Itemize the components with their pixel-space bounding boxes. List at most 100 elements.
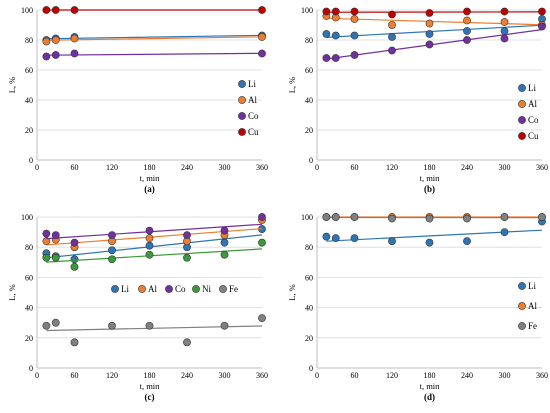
x-tick-label: 60 [351,163,359,172]
data-point-al [500,18,509,26]
data-point-fe [322,213,331,221]
data-point-ni [51,253,60,262]
data-point-cu [42,6,51,14]
trendline-al [326,17,543,26]
panel-label: (a) [144,184,155,194]
data-point-fe [42,321,51,330]
legend-label-al: Al [528,301,537,311]
data-point-li [388,237,396,246]
data-point-co [500,34,509,43]
data-point-al [42,237,51,246]
x-axis-label: t, min [420,173,441,183]
legend-marker-fe [518,322,526,330]
x-tick-label: 120 [386,163,398,172]
trendline-co [326,29,543,60]
chart-panel-a: 0 20 40 60 80 100 0 60 120 180 240 300 360 t, min L, %… [7,6,268,194]
data-point-co [145,226,154,235]
data-point-li [500,27,509,35]
y-tick-label: 60 [305,273,313,282]
data-point-fe [51,318,60,327]
legend-label-al: Al [528,99,537,109]
legend-label-li: Li [528,281,536,291]
y-tick-label: 100 [301,213,313,222]
chart-panel-b: 0 20 40 60 80 100 0 60 120 180 240 300 360 t, min L, %… [287,6,548,194]
y-tick-label: 20 [25,334,33,343]
y-axis-label: L, % [287,284,297,301]
data-point-li [350,31,359,40]
data-point-co [42,52,51,61]
data-point-co [51,231,60,240]
data-point-li [388,33,396,41]
data-point-al [388,21,396,29]
trendline-co [46,52,263,56]
data-point-cu [500,7,509,16]
legend-marker-al [518,100,526,108]
trendline-li [46,234,263,259]
legend-label-co: Co [175,284,186,294]
x-tick-label: 180 [144,163,156,172]
legend-label-fe: Fe [528,321,537,331]
x-tick-label: 360 [536,371,548,380]
data-point-li [322,30,331,38]
x-tick-label: 300 [499,163,511,172]
legend-label-ni: Ni [202,284,211,294]
x-tick-label: 240 [461,371,473,380]
data-point-cu [331,7,340,16]
legend-marker-co [165,285,173,293]
x-tick-label: 60 [71,163,79,172]
data-point-cu [538,7,546,16]
x-tick-label: 180 [424,371,436,380]
chart-panel-c: 0 20 40 60 80 100 0 60 120 180 240 300 360 t, min L, %… [7,213,268,402]
x-tick-label: 240 [181,371,193,380]
y-tick-label: 80 [25,243,33,252]
data-point-li [500,228,509,236]
data-point-fe [350,213,359,221]
x-tick-label: 120 [106,371,118,380]
trendline-ni [46,248,263,263]
x-tick-label: 60 [351,371,359,380]
trendline-li [326,229,543,242]
data-point-co [322,54,331,62]
data-point-ni [108,255,116,264]
data-point-co [425,40,434,49]
data-point-cu [463,7,471,16]
y-tick-label: 20 [25,126,33,135]
data-point-li [145,241,154,250]
y-tick-label: 0 [309,364,313,373]
legend-marker-co [518,116,526,124]
data-point-co [258,213,266,221]
data-point-co [331,54,340,62]
x-tick-label: 300 [219,163,231,172]
data-point-co [70,49,79,58]
legend-label-li: Li [248,79,256,89]
legend-marker-ni [192,285,200,293]
data-point-li [463,237,471,246]
x-tick-label: 360 [256,371,268,380]
y-axis-label: L, % [287,77,297,94]
data-point-fe [425,214,434,223]
legend-label-co: Co [528,115,539,125]
x-axis-label: t, min [140,173,161,183]
legend-marker-al [138,285,146,293]
data-point-fe [258,314,266,323]
data-point-al [425,19,434,28]
data-point-cu [70,6,79,14]
x-axis-label: t, min [420,381,441,391]
x-tick-label: 0 [315,163,319,172]
legend-marker-li [518,282,526,290]
legend-label-li: Li [528,83,536,93]
legend-marker-al [238,96,246,104]
legend-label-co: Co [248,111,259,121]
data-point-al [463,16,471,25]
data-point-fe [70,338,79,347]
data-point-co [51,51,60,59]
x-tick-label: 360 [256,163,268,172]
legend-label-cu: Cu [528,131,539,141]
data-point-co [70,238,79,247]
chart-panel-d: 0 20 40 60 80 100 0 60 120 180 240 300 360 t, min L, %… [287,213,548,402]
legend-label-fe: Fe [229,284,238,294]
x-tick-label: 0 [35,163,39,172]
legend-marker-li [238,80,246,88]
data-point-ni [220,250,229,259]
